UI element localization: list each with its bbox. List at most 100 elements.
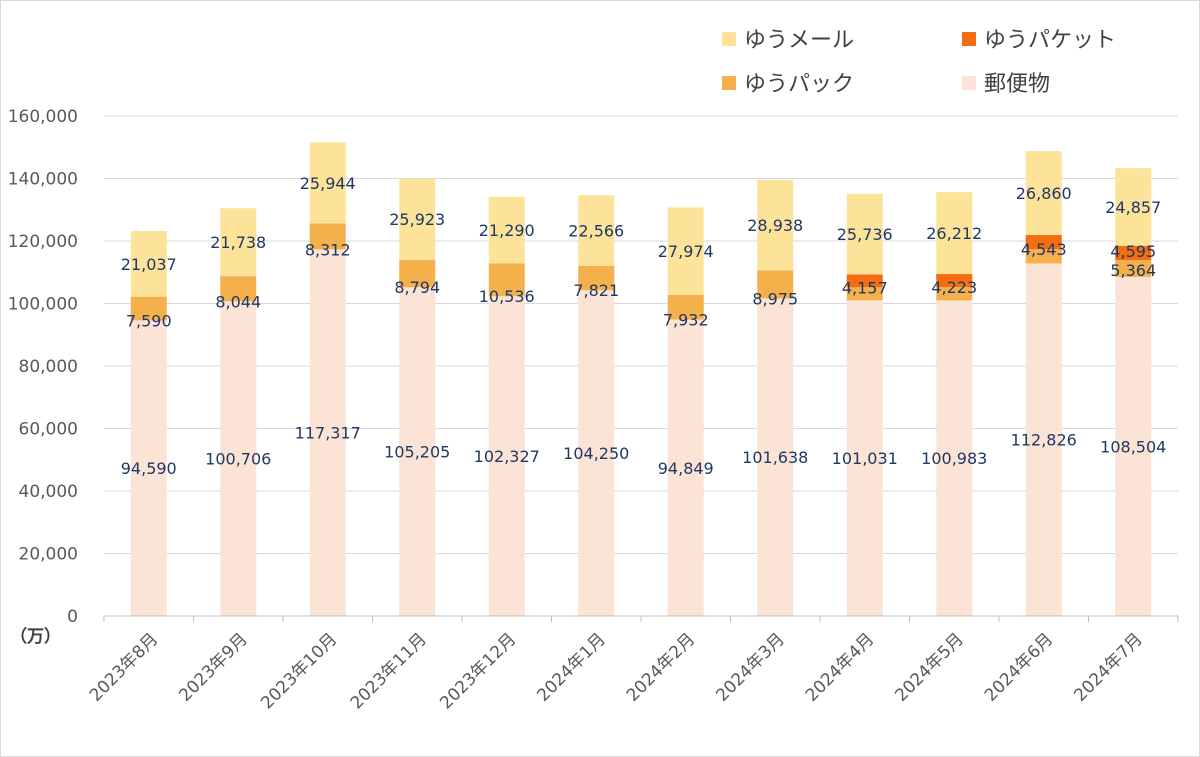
x-tick-label: 2024年7月 [1070, 629, 1146, 705]
x-tick-label: 2023年9月 [175, 629, 251, 705]
data-label: 4,223 [931, 278, 977, 297]
data-label: 101,031 [832, 449, 898, 468]
bar-segment-ゆうメール [667, 207, 704, 295]
x-tick-label: 2024年3月 [712, 629, 788, 705]
data-label: 112,826 [1011, 431, 1077, 450]
x-tick-label: 2024年4月 [802, 629, 878, 705]
data-label: 25,736 [837, 225, 893, 244]
bar-segment-ゆうパック [846, 287, 883, 301]
data-label: 7,590 [126, 311, 172, 330]
data-label: 108,504 [1100, 437, 1166, 456]
y-tick-label: 0 [67, 607, 78, 627]
bar-segment-郵便物 [1025, 263, 1062, 616]
bar-segment-ゆうパケット [1115, 245, 1152, 261]
bar-segment-ゆうパケット [1025, 235, 1062, 250]
bar-segment-郵便物 [936, 300, 973, 616]
bar-segment-ゆうメール [130, 230, 167, 297]
x-tick-label: 2024年6月 [981, 629, 1057, 705]
y-tick-label: 20,000 [19, 545, 78, 565]
y-tick-label: 120,000 [8, 232, 78, 252]
data-label: 94,849 [658, 459, 714, 478]
x-tick-label: 2024年5月 [891, 629, 967, 705]
data-label: 94,590 [121, 459, 177, 478]
data-label: 5,364 [1110, 261, 1156, 280]
bar-segment-郵便物 [578, 290, 615, 616]
bar-segment-ゆうメール [399, 178, 436, 260]
bar-segment-ゆうメール [936, 192, 973, 275]
data-label: 24,857 [1105, 198, 1161, 217]
bar-segment-ゆうパック [667, 294, 704, 320]
data-label: 22,566 [568, 222, 624, 241]
data-label: 21,037 [121, 255, 177, 274]
legend-swatch [722, 76, 736, 90]
bar-segment-ゆうパック [1025, 249, 1062, 264]
bar-segment-ゆうパック [936, 287, 973, 301]
legend-label: ゆうメール [744, 28, 854, 53]
data-label: 25,923 [389, 210, 445, 229]
y-tick-label: 160,000 [8, 107, 78, 127]
bar-segment-ゆうパック [1115, 260, 1152, 277]
y-tick-label: 140,000 [8, 170, 78, 190]
data-label: 26,212 [926, 224, 982, 243]
data-label: 102,327 [474, 447, 540, 466]
data-label: 25,944 [300, 174, 356, 193]
bar-segment-ゆうメール [846, 193, 883, 275]
bar-segment-郵便物 [846, 300, 883, 616]
data-label: 4,157 [842, 278, 888, 297]
data-label: 7,932 [663, 311, 709, 330]
data-label: 7,821 [573, 281, 619, 300]
bar-segment-郵便物 [130, 320, 167, 616]
legend-label: ゆうパケット [984, 28, 1116, 53]
unit-label: （万） [10, 626, 61, 647]
bar-segment-ゆうパック [488, 263, 525, 297]
data-label: 8,794 [394, 278, 440, 297]
data-label: 21,290 [479, 221, 535, 240]
bar-segment-郵便物 [488, 296, 525, 616]
bar-segment-郵便物 [1115, 276, 1152, 616]
x-tick-label: 2023年10月 [257, 629, 341, 713]
x-tick-label: 2024年1月 [533, 629, 609, 705]
data-label: 101,638 [742, 448, 808, 467]
data-label: 4,543 [1021, 240, 1067, 259]
data-label: 8,975 [752, 289, 798, 308]
y-tick-label: 80,000 [19, 357, 78, 377]
bar-segment-郵便物 [309, 249, 346, 616]
bar-segment-ゆうメール [1115, 168, 1152, 246]
data-label: 28,938 [747, 216, 803, 235]
data-label: 100,706 [205, 450, 271, 469]
data-label: 4,595 [1110, 242, 1156, 261]
bar-segment-ゆうメール [220, 208, 257, 277]
bar-segment-郵便物 [667, 319, 704, 616]
bar-segment-郵便物 [220, 301, 257, 616]
bar-segment-ゆうパック [399, 259, 436, 288]
bar-segment-ゆうメール [578, 195, 615, 266]
bar-segment-ゆうパケット [936, 274, 973, 288]
data-label: 100,983 [921, 449, 987, 468]
data-label: 21,738 [210, 233, 266, 252]
legend-label: 郵便物 [984, 72, 1050, 97]
data-label: 104,250 [563, 444, 629, 463]
data-label: 117,317 [295, 424, 361, 443]
legend-swatch [962, 32, 976, 46]
bar-segment-ゆうパック [130, 296, 167, 321]
x-tick-label: 2024年2月 [623, 629, 699, 705]
bar-segment-ゆうパック [757, 270, 794, 299]
data-label: 26,860 [1016, 184, 1072, 203]
data-label: 27,974 [658, 242, 714, 261]
y-tick-label: 100,000 [8, 295, 78, 315]
bar-segment-ゆうメール [488, 196, 525, 264]
legend-swatch [722, 32, 736, 46]
y-tick-label: 40,000 [19, 482, 78, 502]
legend-label: ゆうパック [744, 72, 854, 97]
bar-segment-ゆうパック [309, 223, 346, 250]
y-tick-label: 60,000 [19, 420, 78, 440]
bars [130, 142, 1152, 616]
y-axis: 0 20,000 40,000 60,000 80,000 100,000 120,000 1… [8, 107, 78, 627]
bar-segment-ゆうパック [220, 276, 257, 302]
bar-segment-郵便物 [399, 287, 436, 616]
bar-segment-郵便物 [757, 298, 794, 616]
bar-segment-ゆうパック [578, 265, 615, 291]
bar-segment-ゆうパケット [846, 274, 883, 288]
